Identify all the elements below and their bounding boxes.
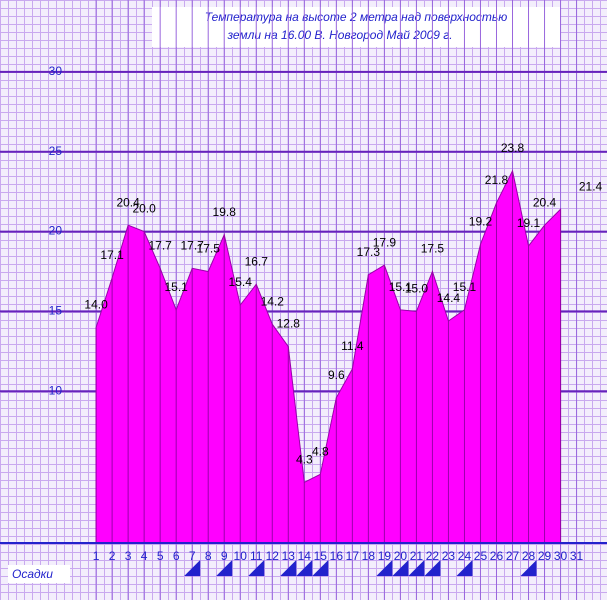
chart-title: Температура на высоте 2 метра над поверх… (205, 10, 508, 24)
data-label: 15.1 (164, 280, 188, 294)
data-label: 20.4 (116, 195, 140, 209)
precip-mark (520, 560, 537, 576)
data-label: 20.4 (533, 195, 557, 209)
data-label: 15.1 (389, 280, 413, 294)
data-label: 11.4 (341, 339, 364, 353)
x-tick-label: 27 (506, 549, 520, 563)
x-tick-label: 7 (189, 549, 196, 563)
precip-mark (216, 560, 233, 576)
title-box (152, 7, 560, 47)
data-label: 17.5 (197, 242, 221, 256)
data-label: 17.9 (373, 235, 397, 249)
data-label: 15.1 (453, 280, 477, 294)
data-label: 14.4 (437, 291, 461, 305)
precip-mark (392, 560, 409, 576)
precip-mark (248, 560, 265, 576)
precip-mark (184, 560, 201, 576)
y-tick-label: 10 (49, 383, 63, 397)
x-tick-label: 12 (266, 549, 280, 563)
data-label: 23.8 (501, 141, 525, 155)
x-tick-label: 2 (109, 549, 116, 563)
x-tick-label: 18 (362, 549, 376, 563)
data-label: 20.0 (132, 202, 156, 216)
x-tick-label: 6 (173, 549, 180, 563)
x-tick-label: 14 (298, 549, 312, 563)
x-tick-label: 10 (234, 549, 248, 563)
x-tick-label: 19 (378, 549, 392, 563)
data-label: 16.7 (245, 254, 269, 268)
data-label: 21.8 (485, 173, 509, 187)
y-tick-label: 15 (49, 304, 63, 318)
y-tick-label: 30 (49, 64, 63, 78)
x-tick-label: 23 (442, 549, 456, 563)
data-label: 9.6 (328, 368, 345, 382)
y-tick-label: 20 (49, 224, 63, 238)
data-label: 17.3 (357, 245, 381, 259)
x-tick-label: 3 (125, 549, 132, 563)
x-tick-label: 29 (538, 549, 552, 563)
x-tick-label: 26 (490, 549, 504, 563)
precip-mark (376, 560, 393, 576)
data-label: 19.2 (469, 215, 493, 229)
data-label: 15.4 (229, 275, 253, 289)
x-tick-label: 21 (410, 549, 424, 563)
x-tick-label: 24 (458, 549, 472, 563)
x-tick-label: 25 (474, 549, 488, 563)
precip-mark (408, 560, 425, 576)
x-tick-label: 16 (330, 549, 344, 563)
y-tick-label: 25 (49, 144, 63, 158)
x-tick-label: 11 (250, 549, 263, 563)
data-label: 17.7 (148, 238, 172, 252)
x-tick-label: 20 (394, 549, 408, 563)
data-label: 21.4 (579, 179, 603, 193)
chart-title: земли на 16.00 В. Новгород Май 2009 г. (226, 28, 452, 42)
data-label: 17.7 (181, 238, 205, 252)
data-label: 14.2 (261, 294, 285, 308)
precip-mark (424, 560, 441, 576)
x-tick-label: 17 (346, 549, 360, 563)
precip-mark (296, 560, 313, 576)
data-label: 15.0 (405, 282, 429, 296)
x-tick-label: 31 (570, 549, 584, 563)
x-tick-label: 4 (141, 549, 148, 563)
x-tick-label: 5 (157, 549, 164, 563)
x-tick-label: 1 (93, 549, 100, 563)
data-label: 19.1 (517, 216, 541, 230)
x-tick-label: 9 (221, 549, 228, 563)
precip-mark (456, 560, 473, 576)
data-label: 17.5 (421, 242, 445, 256)
x-tick-label: 15 (314, 549, 328, 563)
x-tick-label: 13 (282, 549, 296, 563)
precip-mark (312, 560, 329, 576)
precip-box (8, 565, 70, 583)
data-label: 19.8 (213, 205, 237, 219)
precip-mark (280, 560, 297, 576)
x-tick-label: 22 (426, 549, 440, 563)
x-tick-label: 28 (522, 549, 536, 563)
data-label: 4.8 (312, 444, 329, 458)
data-label: 14.0 (84, 298, 108, 312)
data-label: 4.3 (296, 452, 313, 466)
precip-label: Осадки (12, 567, 53, 581)
data-label: 17.1 (100, 248, 124, 262)
x-tick-label: 30 (554, 549, 568, 563)
x-tick-label: 8 (205, 549, 212, 563)
data-label: 12.8 (277, 317, 301, 331)
